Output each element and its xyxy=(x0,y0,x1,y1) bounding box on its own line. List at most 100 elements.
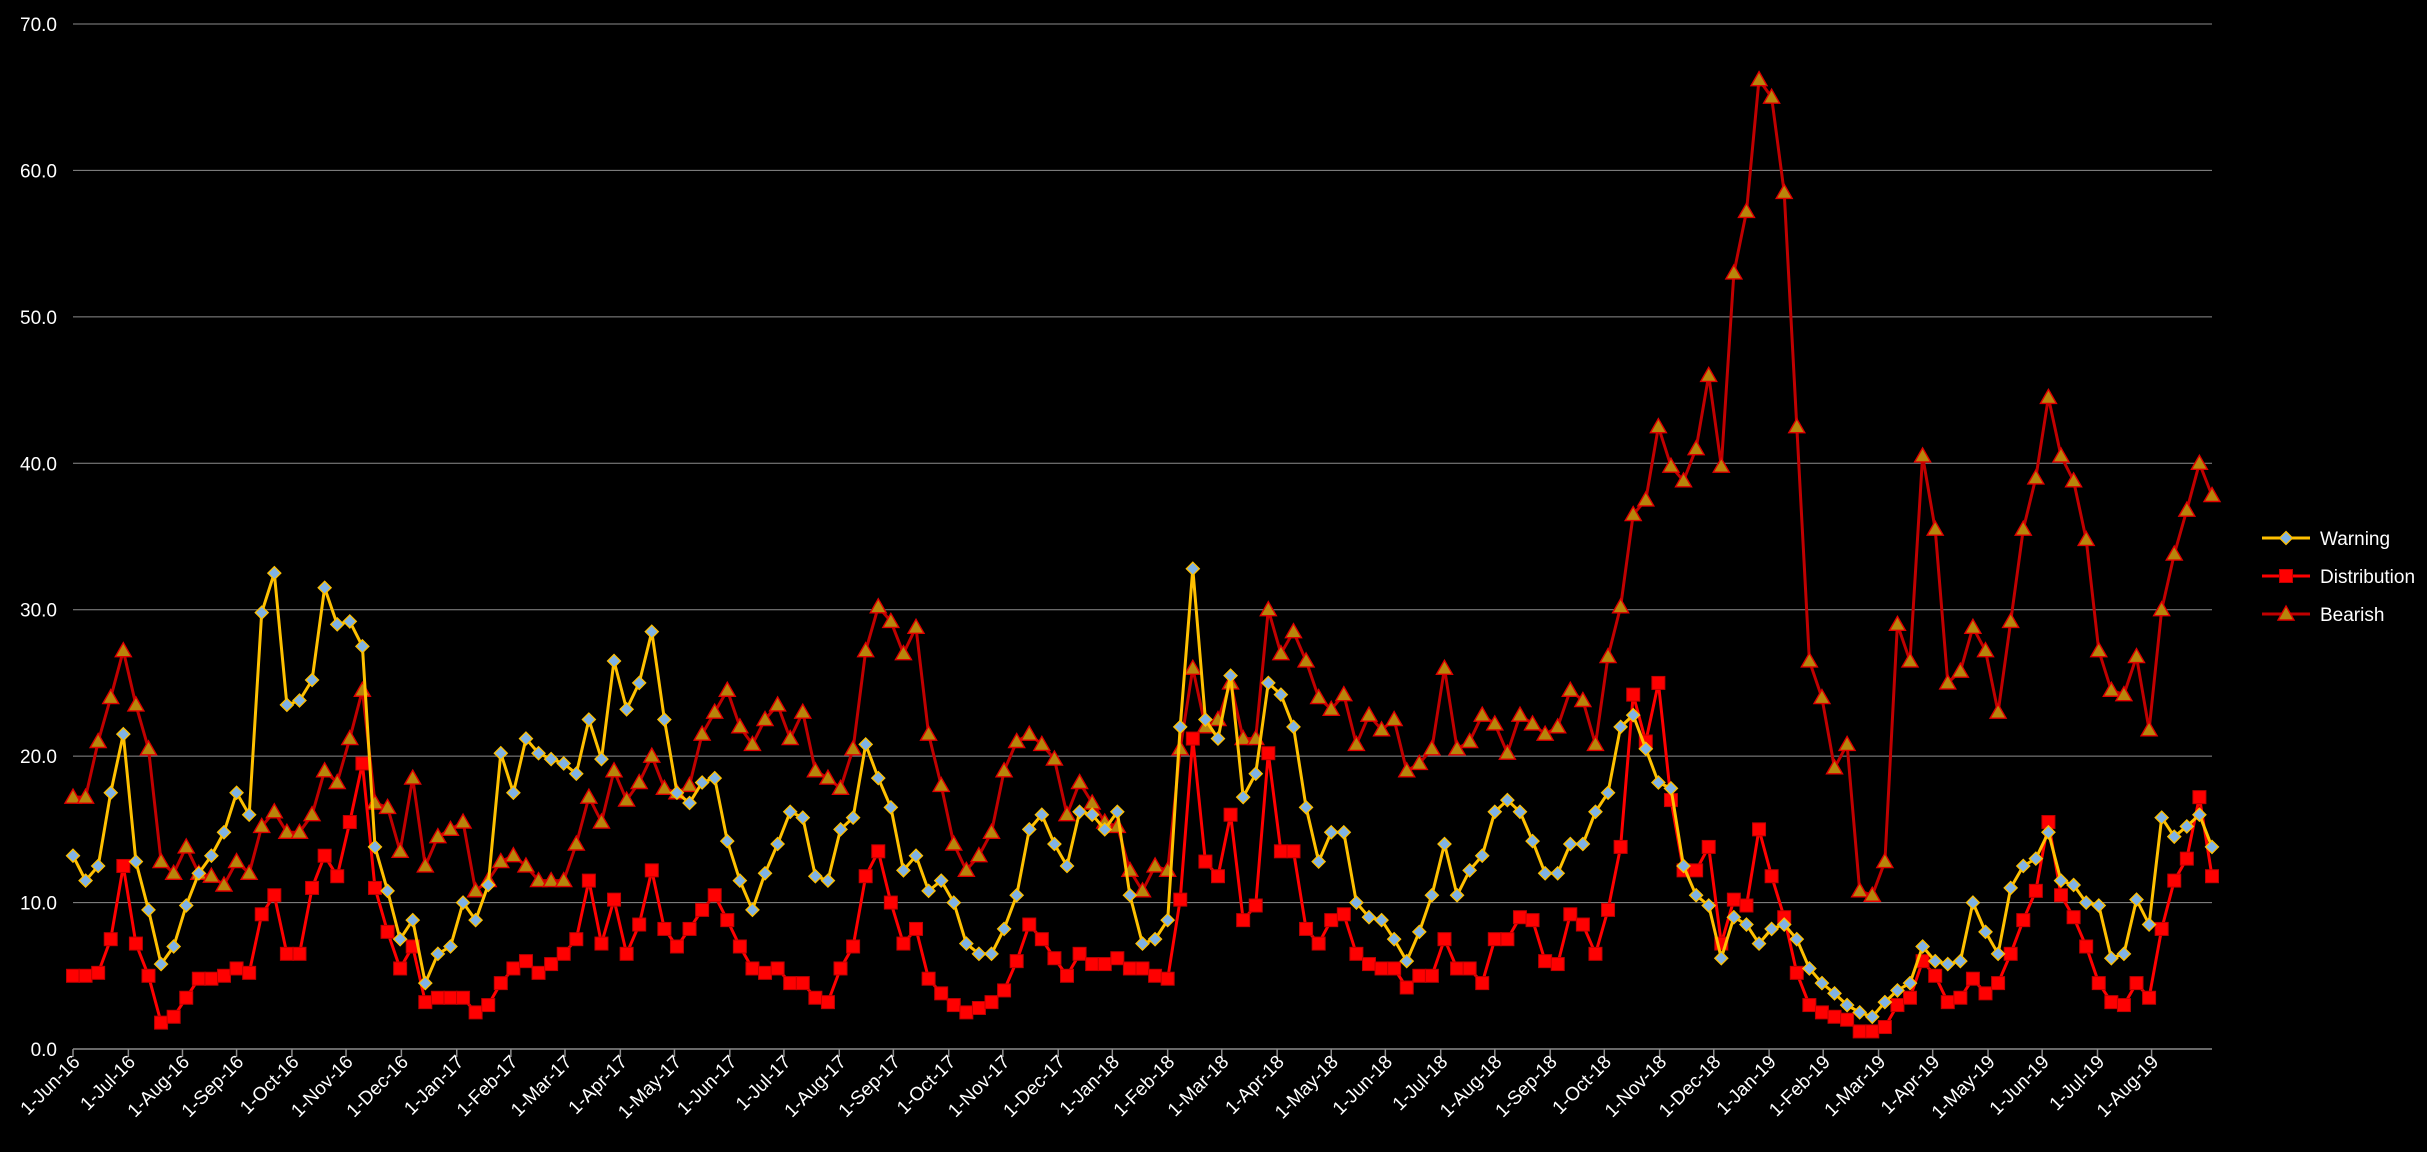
data-point-warning xyxy=(115,726,131,742)
data-point-bearish xyxy=(466,881,485,898)
data-point-distribution xyxy=(732,939,747,954)
data-point-distribution xyxy=(2016,913,2031,928)
data-point-warning xyxy=(2053,873,2069,889)
data-point-distribution xyxy=(216,968,231,983)
data-point-distribution xyxy=(141,968,156,983)
data-point-warning xyxy=(1135,936,1150,951)
data-point-bearish xyxy=(881,612,901,629)
data-point-warning xyxy=(518,731,534,746)
data-point-distribution xyxy=(1613,839,1628,854)
data-point-warning xyxy=(1562,836,1578,852)
data-point-distribution xyxy=(154,1015,169,1030)
data-point-distribution xyxy=(846,939,861,954)
data-point-bearish xyxy=(541,871,561,888)
data-point-warning xyxy=(1374,912,1389,928)
data-point-distribution xyxy=(481,998,496,1013)
data-point-distribution xyxy=(1814,1005,1829,1020)
data-point-distribution xyxy=(795,976,810,991)
data-point-distribution xyxy=(1450,961,1465,976)
data-point-distribution xyxy=(1726,892,1741,907)
data-point-bearish xyxy=(743,735,762,752)
data-point-warning xyxy=(1248,766,1264,782)
data-point-warning xyxy=(682,795,697,811)
data-point-distribution xyxy=(1953,990,1968,1005)
data-point-distribution xyxy=(1701,839,1716,854)
data-point-warning xyxy=(732,873,748,889)
data-point-warning xyxy=(1814,975,1830,991)
data-point-warning xyxy=(292,693,307,708)
data-point-bearish xyxy=(1485,714,1505,731)
data-point-bearish xyxy=(806,761,825,778)
data-point-distribution xyxy=(758,965,773,980)
data-point-warning xyxy=(153,956,169,972)
data-point-bearish xyxy=(2202,486,2222,503)
data-point-warning xyxy=(1097,821,1113,837)
data-point-bearish xyxy=(1863,885,1882,902)
data-point-warning xyxy=(807,868,823,884)
data-point-distribution xyxy=(191,971,206,986)
data-point-warning xyxy=(141,902,156,918)
data-point-distribution xyxy=(669,939,684,954)
data-point-bearish xyxy=(340,729,360,746)
data-point-warning xyxy=(1965,895,1981,910)
data-point-warning xyxy=(1852,1004,1868,1020)
data-point-warning xyxy=(1575,836,1591,852)
data-point-warning xyxy=(1160,912,1176,928)
data-point-bearish xyxy=(1032,735,1052,752)
data-point-distribution xyxy=(1588,946,1603,961)
series-bearish xyxy=(63,70,2222,902)
data-point-warning xyxy=(543,751,559,767)
data-point-bearish xyxy=(793,702,812,719)
data-point-bearish xyxy=(894,644,913,661)
data-point-warning xyxy=(380,883,395,899)
data-point-warning xyxy=(65,848,81,864)
data-point-warning xyxy=(78,873,94,889)
data-point-distribution xyxy=(367,880,382,895)
data-point-distribution xyxy=(2028,883,2043,898)
data-point-bearish xyxy=(1498,743,1517,760)
data-point-distribution xyxy=(179,990,194,1005)
data-point-bearish xyxy=(982,822,1001,839)
data-point-distribution xyxy=(204,971,219,986)
data-point-warning xyxy=(1399,953,1415,969)
data-point-bearish xyxy=(680,776,699,793)
data-point-bearish xyxy=(139,739,158,756)
data-point-bearish xyxy=(1410,754,1429,771)
y-tick-label: 30.0 xyxy=(20,601,57,622)
y-tick-label: 0.0 xyxy=(31,1040,57,1061)
data-point-warning xyxy=(896,862,911,878)
data-point-bearish xyxy=(529,871,548,888)
data-point-bearish xyxy=(1825,758,1844,775)
data-point-distribution xyxy=(1072,946,1087,961)
data-point-distribution xyxy=(267,888,282,903)
data-point-warning xyxy=(870,770,886,786)
data-point-distribution xyxy=(556,946,571,961)
data-point-distribution xyxy=(1135,961,1150,976)
data-point-bearish xyxy=(818,768,838,785)
data-point-warning xyxy=(2116,946,2132,962)
data-point-bearish xyxy=(780,729,800,746)
data-point-warning xyxy=(329,616,345,632)
data-point-distribution xyxy=(393,961,408,976)
data-point-distribution xyxy=(1928,968,1943,983)
data-point-warning xyxy=(568,766,584,782)
data-point-bearish xyxy=(1347,735,1366,752)
data-point-bearish xyxy=(1875,852,1895,869)
data-point-bearish xyxy=(1988,702,2008,719)
data-point-bearish xyxy=(768,695,787,712)
data-point-warning xyxy=(921,883,937,899)
data-point-bearish xyxy=(2190,453,2209,470)
data-point-distribution xyxy=(1512,910,1527,925)
data-point-bearish xyxy=(1951,661,1970,678)
data-point-warning xyxy=(1663,780,1679,796)
data-point-bearish xyxy=(1686,439,1706,456)
data-point-distribution xyxy=(1789,965,1804,980)
data-point-warning xyxy=(455,895,471,910)
data-point-bearish xyxy=(416,856,435,873)
data-point-warning xyxy=(1462,862,1478,878)
data-point-warning xyxy=(505,785,521,801)
data-point-distribution xyxy=(91,965,106,980)
data-point-warning xyxy=(90,858,106,874)
data-point-warning xyxy=(1311,854,1327,869)
data-point-bearish xyxy=(1611,597,1630,614)
